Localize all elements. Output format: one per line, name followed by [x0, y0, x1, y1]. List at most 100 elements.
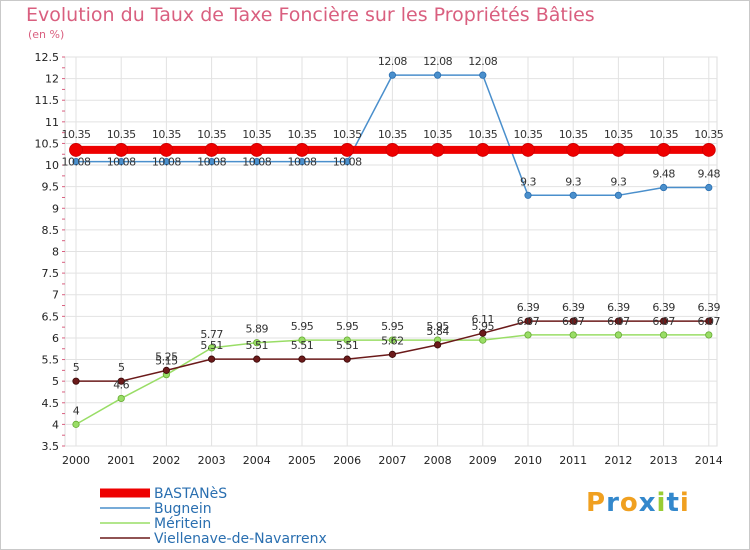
data-point-1 — [117, 157, 125, 166]
x-tick-label: 2006 — [333, 454, 361, 467]
x-tick-label: 2005 — [288, 454, 316, 467]
legend-label-3: Viellenave-de-Navarrenx — [154, 531, 327, 547]
logo-letter: t — [666, 488, 680, 518]
data-label-3: 5.25 — [155, 350, 178, 363]
data-label-3: 5 — [73, 361, 80, 374]
data-point-0 — [566, 143, 581, 157]
data-label-0: 10.35 — [288, 128, 317, 141]
logo-letter: x — [638, 488, 657, 518]
data-label-2: 5.95 — [291, 320, 314, 333]
y-tick-label: 7 — [52, 289, 59, 302]
x-tick-label: 2010 — [514, 454, 542, 467]
data-point-3 — [479, 329, 487, 337]
data-point-1 — [72, 157, 80, 166]
data-label-1: 12.08 — [423, 55, 452, 68]
logo-letter: i — [656, 488, 667, 518]
data-point-2 — [524, 331, 532, 339]
data-point-3 — [614, 317, 623, 325]
x-tick-label: 2002 — [152, 454, 180, 467]
x-tick-label: 2008 — [424, 454, 452, 467]
data-label-2: 5.95 — [381, 320, 404, 333]
y-tick-label: 10.5 — [35, 137, 60, 150]
legend-label-1: Bugnein — [154, 501, 212, 517]
data-point-3 — [298, 355, 306, 363]
data-point-0 — [204, 143, 219, 157]
x-tick-label: 2011 — [559, 454, 587, 467]
data-label-2: 4.6 — [113, 378, 129, 391]
data-point-3 — [117, 377, 125, 385]
logo-letter: r — [606, 488, 620, 518]
data-label-1: 10.08 — [242, 156, 271, 169]
data-label-3: 5.84 — [426, 325, 449, 338]
data-label-0: 10.35 — [62, 128, 91, 141]
logo-letter: P — [586, 488, 607, 518]
data-label-3: 6.39 — [607, 301, 630, 314]
data-label-0: 10.35 — [649, 128, 678, 141]
data-point-3 — [162, 366, 170, 374]
y-tick-label: 3.5 — [42, 440, 60, 453]
y-tick-label: 5.5 — [42, 354, 60, 367]
data-label-3: 5.51 — [246, 339, 269, 352]
data-label-2: 5.95 — [336, 320, 359, 333]
data-point-3 — [524, 317, 532, 325]
data-point-2 — [479, 336, 487, 344]
data-label-0: 10.35 — [514, 128, 543, 141]
data-label-1: 9.48 — [698, 168, 721, 181]
data-label-0: 10.35 — [107, 128, 136, 141]
data-point-3 — [659, 317, 668, 325]
data-label-3: 5.62 — [381, 334, 404, 347]
data-point-1 — [614, 191, 623, 199]
data-label-0: 10.35 — [152, 128, 181, 141]
data-point-0 — [385, 143, 400, 157]
data-label-1: 12.08 — [378, 55, 407, 68]
y-tick-label: 8 — [52, 246, 59, 259]
data-label-2: 6.07 — [652, 315, 675, 328]
y-tick-label: 6.5 — [42, 310, 60, 323]
data-point-1 — [162, 157, 170, 166]
data-label-0: 10.35 — [378, 128, 407, 141]
data-label-3: 5.51 — [291, 339, 314, 352]
data-label-2: 5.15 — [155, 355, 178, 368]
data-label-2: 4 — [73, 404, 80, 417]
data-label-0: 10.35 — [423, 128, 452, 141]
data-point-1 — [659, 183, 668, 192]
y-tick-label: 6 — [52, 332, 59, 345]
data-point-1 — [298, 157, 306, 166]
data-point-0 — [340, 143, 355, 157]
data-label-3: 6.11 — [472, 313, 495, 326]
data-point-2 — [253, 339, 261, 347]
data-point-2 — [208, 344, 216, 352]
proxiti-logo: Proxiti — [586, 488, 690, 518]
y-tick-label: 11.5 — [35, 94, 60, 107]
data-label-1: 10.08 — [152, 156, 181, 169]
logo-letter: o — [619, 488, 639, 518]
data-point-2 — [117, 394, 125, 403]
data-point-0 — [475, 143, 490, 157]
data-point-2 — [298, 336, 306, 344]
data-point-0 — [430, 143, 445, 157]
x-tick-label: 2014 — [695, 454, 723, 467]
data-label-2: 6.07 — [607, 315, 630, 328]
y-tick-label: 12 — [45, 73, 59, 86]
y-tick-label: 9 — [52, 202, 59, 215]
data-point-3 — [569, 317, 577, 325]
data-point-1 — [343, 157, 351, 166]
data-label-2: 5.95 — [472, 320, 495, 333]
y-tick-label: 5 — [52, 375, 59, 388]
data-point-3 — [705, 317, 713, 325]
y-axis-unit: (en %) — [28, 28, 65, 41]
data-point-0 — [249, 143, 264, 157]
data-label-3: 6.39 — [562, 301, 585, 314]
data-label-1: 9.48 — [652, 168, 675, 181]
data-point-0 — [295, 143, 309, 157]
data-label-3: 5 — [118, 361, 125, 374]
y-tick-label: 4.5 — [42, 397, 60, 410]
data-point-1 — [388, 71, 396, 79]
data-point-2 — [614, 331, 623, 339]
data-label-1: 10.08 — [288, 156, 317, 169]
x-tick-label: 2004 — [243, 454, 271, 467]
data-label-1: 9.3 — [565, 175, 581, 188]
data-label-1: 10.08 — [107, 156, 136, 169]
x-tick-label: 2007 — [378, 454, 406, 467]
